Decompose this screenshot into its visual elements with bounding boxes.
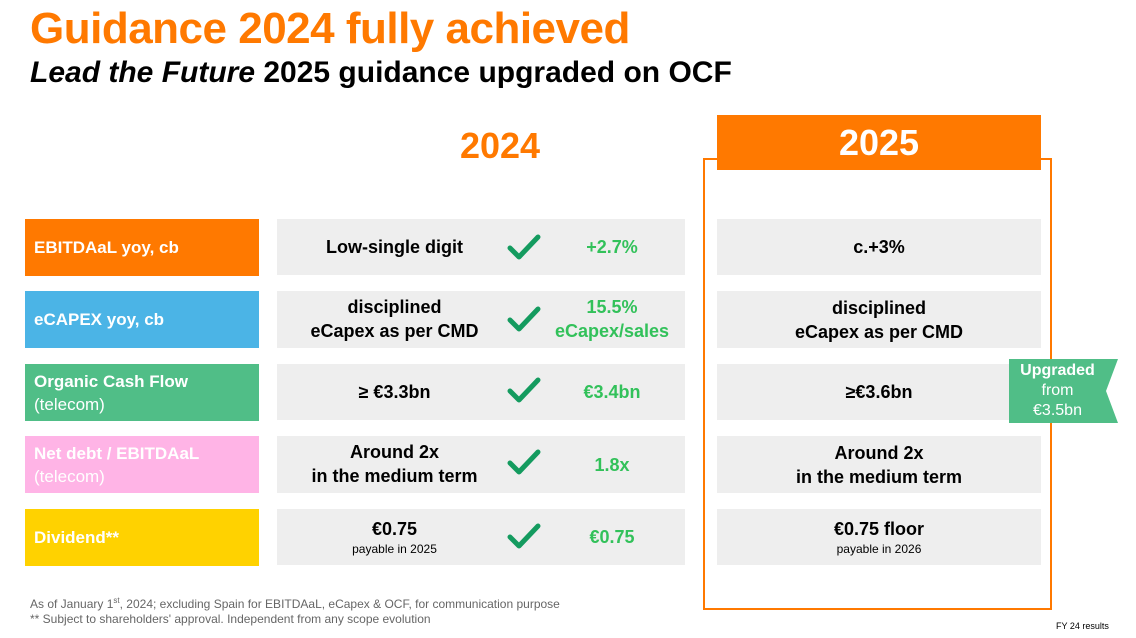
row-label-ecapex: eCAPEX yoy, cb	[25, 291, 259, 348]
upgraded-badge: Upgraded from €3.5bn	[1009, 359, 1118, 423]
subtitle-rest: 2025 guidance upgraded on OCF	[255, 56, 732, 89]
check-icon	[507, 523, 541, 549]
badge-line-2: from	[1041, 382, 1074, 399]
footnote-1-sup: st	[113, 596, 120, 605]
guidance-2024: €0.75 payable in 2025	[277, 517, 512, 557]
actual-2024: €3.4bn	[583, 382, 641, 402]
actual-line-1: 15.5%	[586, 297, 638, 317]
guidance-line-2: eCapex as per CMD	[794, 321, 964, 342]
row-label-text: eCAPEX yoy, cb	[34, 310, 165, 329]
row-label-ebitdaal: EBITDAaL yoy, cb	[25, 219, 259, 276]
guidance-line-1: disciplined	[831, 297, 927, 318]
guidance-line-1: Around 2x	[349, 442, 439, 462]
check-icon	[507, 306, 541, 332]
row-label-text: Net debt / EBITDAaL	[34, 443, 200, 463]
check-icon	[507, 234, 541, 260]
row-label-ocf: Organic Cash Flow (telecom)	[25, 364, 259, 421]
guidance-2024: disciplined eCapex as per CMD	[277, 295, 512, 343]
guidance-2024: Around 2x in the medium term	[277, 440, 512, 488]
row-label-net-debt: Net debt / EBITDAaL (telecom)	[25, 436, 259, 493]
page-footer: FY 24 results	[1056, 621, 1109, 631]
guidance-note: payable in 2025	[352, 542, 437, 556]
check-icon	[507, 449, 541, 475]
guidance-2025: ≥€3.6bn	[845, 382, 913, 402]
actual-2024: +2.7%	[586, 237, 638, 257]
badge-line-3: €3.5bn	[1033, 402, 1082, 419]
subtitle-italic: Lead the Future	[30, 56, 256, 89]
column-header-2025: 2025	[717, 115, 1041, 170]
footnote-1: As of January 1st, 2024; excluding Spain…	[30, 596, 560, 611]
guidance-line-1: Around 2x	[834, 442, 924, 463]
row-label-subtext: (telecom)	[34, 466, 105, 486]
cell-2025-ecapex: disciplined eCapex as per CMD	[717, 291, 1041, 348]
guidance-2025: c.+3%	[853, 237, 905, 257]
guidance-line-2: in the medium term	[311, 466, 478, 486]
cell-2024-net-debt: Around 2x in the medium term 1.8x	[277, 436, 685, 493]
guidance-value: €0.75	[371, 519, 418, 539]
cell-2024-ecapex: disciplined eCapex as per CMD 15.5% eCap…	[277, 291, 685, 348]
cell-2024-dividend: €0.75 payable in 2025 €0.75	[277, 509, 685, 565]
guidance-value: €0.75 floor	[833, 519, 925, 539]
page-title: Guidance 2024 fully achieved	[30, 4, 630, 53]
actual-2024: 1.8x	[594, 455, 630, 475]
row-label-subtext: (telecom)	[34, 394, 105, 414]
guidance-note: payable in 2026	[836, 542, 922, 556]
page-subtitle: Lead the Future 2025 guidance upgraded o…	[30, 56, 732, 90]
actual-2024: 15.5% eCapex/sales	[539, 295, 685, 343]
guidance-line-1: disciplined	[347, 297, 442, 317]
row-label-text: EBITDAaL yoy, cb	[34, 238, 179, 257]
actual-line-2: eCapex/sales	[554, 321, 670, 341]
row-label-dividend: Dividend**	[25, 509, 259, 566]
footnote-2: ** Subject to shareholders' approval. In…	[30, 612, 431, 626]
cell-2025-net-debt: Around 2x in the medium term	[717, 436, 1041, 493]
cell-2025-ocf: ≥€3.6bn	[717, 364, 1041, 420]
row-label-text: Organic Cash Flow	[34, 371, 188, 391]
cell-2024-ocf: ≥ €3.3bn €3.4bn	[277, 364, 685, 420]
badge-line-1: Upgraded	[1020, 362, 1095, 379]
cell-2024-ebitdaal: Low-single digit +2.7%	[277, 219, 685, 275]
guidance-2024: ≥ €3.3bn	[358, 382, 431, 402]
guidance-2024: Low-single digit	[326, 237, 463, 257]
guidance-line-2: in the medium term	[795, 466, 963, 487]
actual-2024: €0.75	[589, 527, 635, 547]
cell-2025-dividend: €0.75 floor payable in 2026	[717, 509, 1041, 565]
cell-2025-ebitdaal: c.+3%	[717, 219, 1041, 275]
check-icon	[507, 377, 541, 403]
row-label-text: Dividend**	[34, 528, 120, 547]
footnote-1-rest: , 2024; excluding Spain for EBITDAaL, eC…	[119, 597, 560, 611]
footnote-1-prefix: As of January 1	[30, 597, 114, 611]
column-header-2024: 2024	[459, 125, 541, 166]
guidance-line-2: eCapex as per CMD	[310, 321, 479, 341]
